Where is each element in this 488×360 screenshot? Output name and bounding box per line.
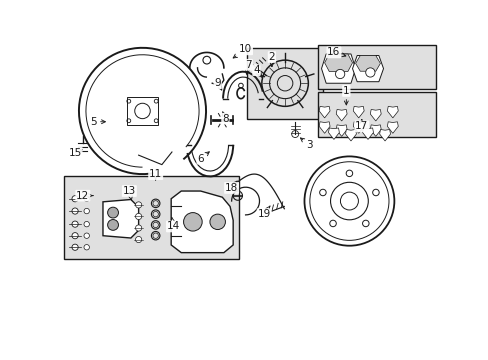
Polygon shape [171, 191, 233, 253]
FancyBboxPatch shape [318, 45, 435, 89]
Text: 10: 10 [233, 44, 252, 58]
Text: 17: 17 [354, 120, 367, 131]
Polygon shape [352, 106, 364, 118]
Circle shape [107, 207, 118, 218]
Circle shape [135, 202, 142, 208]
Text: 4: 4 [253, 65, 262, 78]
Circle shape [319, 189, 325, 196]
Circle shape [135, 237, 142, 243]
Circle shape [84, 221, 89, 227]
Polygon shape [369, 109, 381, 121]
FancyBboxPatch shape [318, 93, 435, 137]
Polygon shape [352, 55, 383, 82]
Polygon shape [127, 97, 158, 125]
Circle shape [84, 196, 89, 202]
Polygon shape [352, 122, 364, 133]
Text: 5: 5 [90, 117, 105, 127]
Circle shape [107, 220, 118, 230]
Polygon shape [362, 128, 373, 139]
Circle shape [84, 233, 89, 238]
Circle shape [329, 220, 336, 227]
Circle shape [135, 213, 142, 220]
Polygon shape [386, 122, 397, 133]
FancyBboxPatch shape [246, 48, 323, 119]
Text: 7: 7 [245, 60, 251, 74]
Text: 19: 19 [257, 206, 270, 219]
Circle shape [365, 68, 374, 77]
Polygon shape [324, 54, 352, 72]
Text: 12: 12 [76, 191, 93, 201]
Polygon shape [328, 128, 339, 139]
Polygon shape [103, 199, 138, 238]
Text: 1: 1 [342, 86, 349, 105]
Polygon shape [345, 130, 356, 141]
Polygon shape [336, 109, 346, 121]
Circle shape [183, 213, 202, 231]
Text: 2: 2 [268, 52, 275, 66]
Text: 8: 8 [222, 112, 228, 123]
Circle shape [209, 214, 225, 230]
Circle shape [362, 220, 368, 227]
Polygon shape [386, 106, 397, 118]
Circle shape [72, 244, 78, 250]
Circle shape [72, 233, 78, 239]
Text: 11: 11 [149, 169, 162, 180]
Circle shape [291, 131, 298, 138]
Polygon shape [355, 55, 380, 71]
Circle shape [346, 170, 352, 177]
Polygon shape [336, 125, 346, 136]
Text: 14: 14 [166, 218, 180, 231]
Polygon shape [319, 106, 329, 118]
Polygon shape [379, 130, 390, 141]
Text: 9: 9 [214, 78, 222, 90]
Text: 16: 16 [326, 48, 345, 58]
Circle shape [135, 103, 150, 119]
Circle shape [135, 225, 142, 231]
Circle shape [84, 244, 89, 250]
Circle shape [335, 69, 344, 78]
Circle shape [72, 208, 78, 214]
Text: 3: 3 [300, 138, 312, 150]
FancyBboxPatch shape [64, 176, 239, 259]
Text: 18: 18 [224, 181, 238, 193]
Circle shape [72, 221, 78, 227]
Circle shape [372, 189, 378, 196]
Text: 6: 6 [197, 152, 209, 164]
Polygon shape [369, 125, 381, 136]
Circle shape [72, 195, 78, 202]
Text: 15: 15 [68, 148, 82, 158]
Polygon shape [321, 54, 355, 83]
Text: 13: 13 [122, 186, 136, 200]
Circle shape [84, 208, 89, 214]
Polygon shape [319, 122, 329, 133]
